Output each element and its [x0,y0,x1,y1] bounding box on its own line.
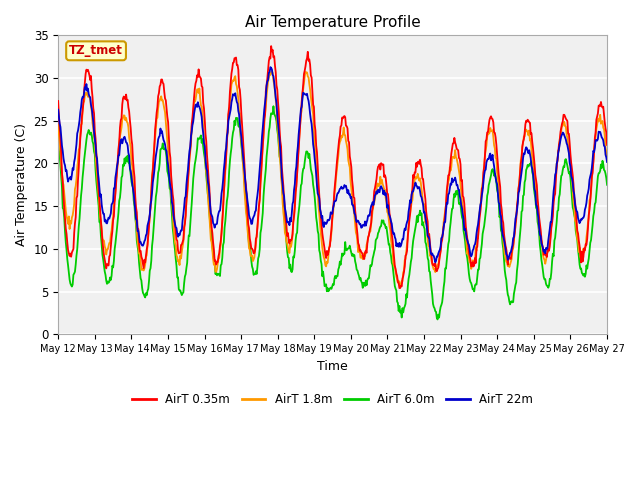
Text: TZ_tmet: TZ_tmet [69,44,123,57]
X-axis label: Time: Time [317,360,348,372]
Title: Air Temperature Profile: Air Temperature Profile [244,15,420,30]
Legend: AirT 0.35m, AirT 1.8m, AirT 6.0m, AirT 22m: AirT 0.35m, AirT 1.8m, AirT 6.0m, AirT 2… [127,388,538,410]
Y-axis label: Air Temperature (C): Air Temperature (C) [15,123,28,246]
